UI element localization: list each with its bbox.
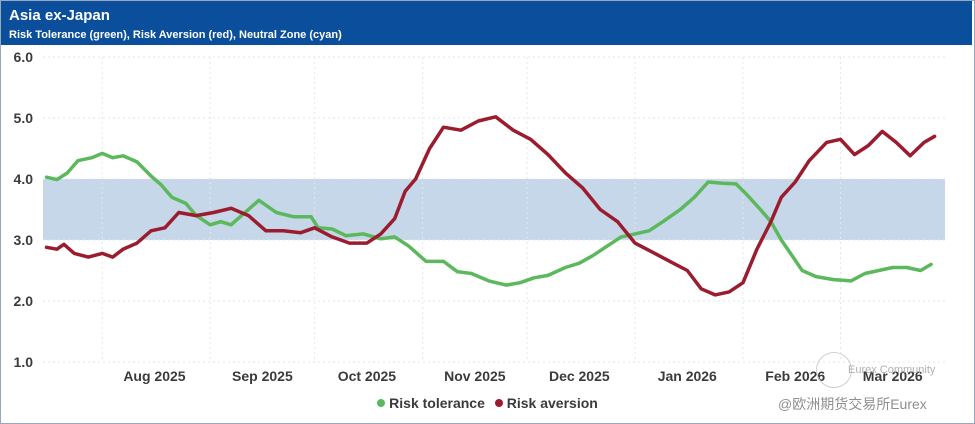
x-tick-label: Jan 2026 [658,368,717,384]
y-tick-label: 5.0 [14,110,34,126]
chart-title: Asia ex-Japan [9,7,110,24]
x-tick-label: Dec 2025 [549,368,610,384]
x-tick-label: Oct 2025 [338,368,397,384]
watermark-community: Eurex Community [848,364,936,376]
series-line-risk-aversion [44,115,937,297]
watermark-logo-icon [816,352,852,388]
y-tick-label: 2.0 [14,293,34,309]
watermark-handle: @欧洲期货交易所Eurex [778,396,927,412]
chart-subtitle: Risk Tolerance (green), Risk Aversion (r… [9,29,342,41]
neutral-zone-band [43,179,945,240]
series-line-risk-tolerance [44,151,933,287]
legend-label-risk-aversion: Risk aversion [506,395,598,411]
y-tick-label: 3.0 [14,232,34,248]
legend-marker-risk-tolerance [377,399,386,408]
chart-legend: Risk tolerance Risk aversion [0,395,975,411]
x-tick-label: Nov 2025 [444,368,506,384]
y-tick-label: 4.0 [14,171,34,187]
chart-header: Asia ex-Japan Risk Tolerance (green), Ri… [1,1,972,45]
x-tick-label: Sep 2025 [232,368,293,384]
x-tick-label: Feb 2026 [765,368,825,384]
legend-item-risk-tolerance[interactable]: Risk tolerance [377,395,485,411]
legend-item-risk-aversion[interactable]: Risk aversion [494,395,598,411]
legend-label-risk-tolerance: Risk tolerance [389,395,485,411]
legend-marker-risk-aversion [494,399,503,408]
y-tick-label: 6.0 [14,49,34,65]
x-tick-label: Aug 2025 [123,368,185,384]
y-tick-label: 1.0 [14,354,34,370]
x-tick-label: Mar 2026 [863,368,923,384]
